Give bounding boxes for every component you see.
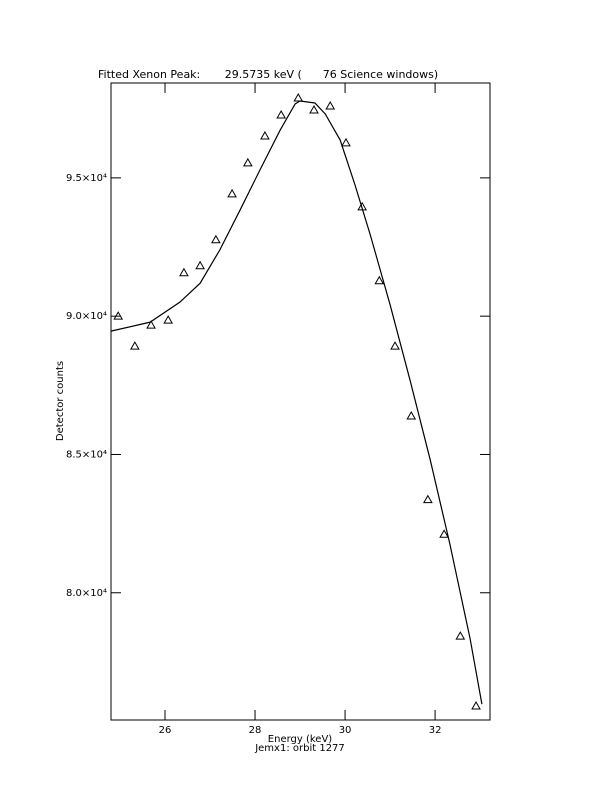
chart-title: Fitted Xenon Peak: 29.5735 keV ( 76 Scie… [98,68,438,81]
data-point [242,157,253,167]
y-axis-label: Detector counts [55,361,66,441]
x-axis-label: Energy (keV) [268,734,333,745]
data-point [260,130,270,140]
data-point [309,104,319,114]
data-point [423,494,433,504]
data-point [276,109,287,119]
data-point [455,631,466,640]
data-point [163,315,174,324]
data-point [179,267,189,277]
data-point [129,341,140,350]
x-tick-label: 28 [249,725,262,736]
y-tick-label: 9.5×10⁴ [66,173,107,184]
data-point [227,188,237,198]
plot-frame [110,82,491,721]
subtitle: Jemx1: orbit 1277 [254,743,345,754]
data-point [195,260,205,270]
x-tick-label: 30 [339,725,352,736]
y-tick-label: 8.5×10⁴ [66,449,107,460]
data-point [325,100,336,110]
fit-line [110,100,483,705]
data-point [390,341,400,350]
x-tick-label: 26 [159,725,172,736]
y-tick-label: 8.0×10⁴ [66,588,107,599]
data-point [211,234,221,244]
x-tick-label: 32 [429,725,442,736]
data-point [374,275,385,285]
data-point [113,311,124,320]
data-point [471,700,481,710]
data-point [146,320,156,329]
data-point [293,92,304,102]
data-point [439,529,449,538]
data-point [406,411,417,420]
y-tick-label: 9.0×10⁴ [66,311,107,322]
data-point [341,137,351,147]
